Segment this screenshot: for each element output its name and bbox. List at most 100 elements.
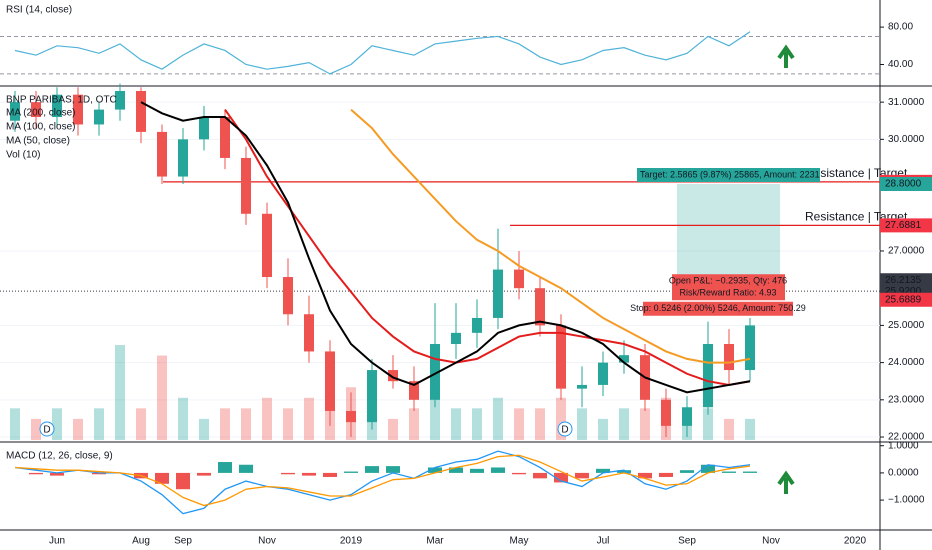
macd-histogram-bar xyxy=(50,472,64,476)
up-arrow xyxy=(777,44,795,68)
candle-body xyxy=(367,370,377,423)
candle-body xyxy=(682,407,692,426)
candle-body xyxy=(514,269,524,289)
candle-body xyxy=(52,94,62,118)
candle-body xyxy=(703,344,713,408)
target-label: Target: 2.5865 (9.87%) 25865, Amount: 22… xyxy=(640,169,820,179)
macd-histogram-bar xyxy=(491,467,505,473)
macd-histogram-bar xyxy=(659,472,673,477)
candle-body xyxy=(493,269,503,318)
y-tick-label: 24.0000 xyxy=(888,357,925,368)
macd-histogram-bar xyxy=(344,471,358,473)
candle-body xyxy=(262,213,272,278)
stop-label: Stop: 0.5246 (2.00%) 5246, Amount: 750.2… xyxy=(630,303,806,313)
plot-layer: 40.00 80.00 22.0000 23.0000 24.0000 25.0000 27… xyxy=(0,22,932,547)
macd-histogram-bar xyxy=(638,472,652,479)
volume-bar xyxy=(493,397,503,440)
macd-histogram-bar xyxy=(722,471,736,473)
ma-line xyxy=(224,109,751,386)
y-tick-label: 31.0000 xyxy=(888,97,925,108)
volume-bar xyxy=(73,418,83,440)
candle-body xyxy=(598,362,608,385)
volume-bar xyxy=(178,397,188,440)
volume-bar xyxy=(52,408,62,440)
candle-body xyxy=(199,117,209,140)
target-zone xyxy=(677,184,780,281)
macd-histogram-bar xyxy=(197,472,211,476)
candle-body xyxy=(535,288,545,326)
volume-bar xyxy=(115,345,125,440)
candle-body xyxy=(31,102,41,118)
macd-histogram-bar xyxy=(218,462,232,473)
macd-histogram-bar xyxy=(554,472,568,483)
volume-bar xyxy=(451,408,461,440)
target-label-box xyxy=(637,168,820,182)
up-arrow xyxy=(777,470,795,494)
volume-bar xyxy=(94,408,104,440)
x-tick-label: Nov xyxy=(762,536,780,547)
macd-histogram-bar xyxy=(386,466,400,473)
candle-body xyxy=(724,344,734,371)
candle-body xyxy=(346,410,356,423)
y-tick-label: 0.0000 xyxy=(888,468,919,479)
y-tick-label: 40.00 xyxy=(888,59,913,70)
macd-histogram-bar xyxy=(617,470,631,473)
macd-histogram-bar xyxy=(365,466,379,473)
y-tick-label: 22.0000 xyxy=(888,432,925,443)
volume-bar xyxy=(283,408,293,440)
volume-bar xyxy=(619,408,629,440)
candle-body xyxy=(10,102,20,121)
candle-body xyxy=(73,94,83,125)
candle-body xyxy=(304,314,314,352)
dividend-marker-label: D xyxy=(43,425,50,436)
volume-bar xyxy=(640,408,650,440)
volume-bar xyxy=(514,408,524,440)
candle-body xyxy=(220,117,230,158)
legend-entry: MA (100, close) xyxy=(6,122,75,133)
macd-line xyxy=(14,450,751,515)
x-tick-label: Aug xyxy=(132,536,150,547)
volume-bar xyxy=(157,355,167,440)
rsi-title: RSI (14, close) xyxy=(6,5,72,16)
pnl-label: Open P&L: −0.2935, Qty: 476 xyxy=(669,276,787,286)
candle-body xyxy=(388,370,398,382)
macd-histogram-bar xyxy=(533,472,547,479)
macd-histogram-bar xyxy=(596,468,610,473)
candle-body xyxy=(157,131,167,177)
ma-line xyxy=(140,101,751,394)
candle-body xyxy=(745,325,755,371)
volume-bar xyxy=(409,408,419,440)
volume-bar xyxy=(577,408,587,440)
volume-bar xyxy=(304,397,314,440)
x-tick-label: 2019 xyxy=(340,536,363,547)
candle-body xyxy=(430,344,440,400)
x-tick-label: 2020 xyxy=(844,536,867,547)
price-label: 26.2135 xyxy=(885,275,922,286)
x-tick-label: May xyxy=(510,536,529,547)
dividend-marker xyxy=(39,421,55,437)
y-tick-label: 1.0000 xyxy=(888,440,919,451)
macd-histogram-bar xyxy=(155,472,169,484)
candle-body xyxy=(178,139,188,177)
x-tick-label: Mar xyxy=(426,536,444,547)
candle-body xyxy=(619,355,629,363)
legend-entry: MA (200, close) xyxy=(6,108,75,119)
macd-histogram-bar xyxy=(680,470,694,473)
y-tick-label: −1.0000 xyxy=(888,495,925,506)
price-label: 25.9200 xyxy=(885,286,922,297)
y-tick-label: 23.0000 xyxy=(888,394,925,405)
x-tick-label: Jun xyxy=(49,536,65,547)
x-tick-label: Sep xyxy=(174,536,192,547)
volume-bar xyxy=(430,397,440,440)
volume-bar xyxy=(703,408,713,440)
y-tick-label: 27.0000 xyxy=(888,246,925,257)
macd-histogram-bar xyxy=(176,472,190,490)
legend-entry: MA (50, close) xyxy=(6,136,70,147)
candle-body xyxy=(241,157,251,214)
candle-body xyxy=(325,351,335,411)
price-label: 25.6889 xyxy=(885,294,922,305)
volume-bar xyxy=(10,408,20,440)
macd-histogram-bar xyxy=(743,471,757,473)
